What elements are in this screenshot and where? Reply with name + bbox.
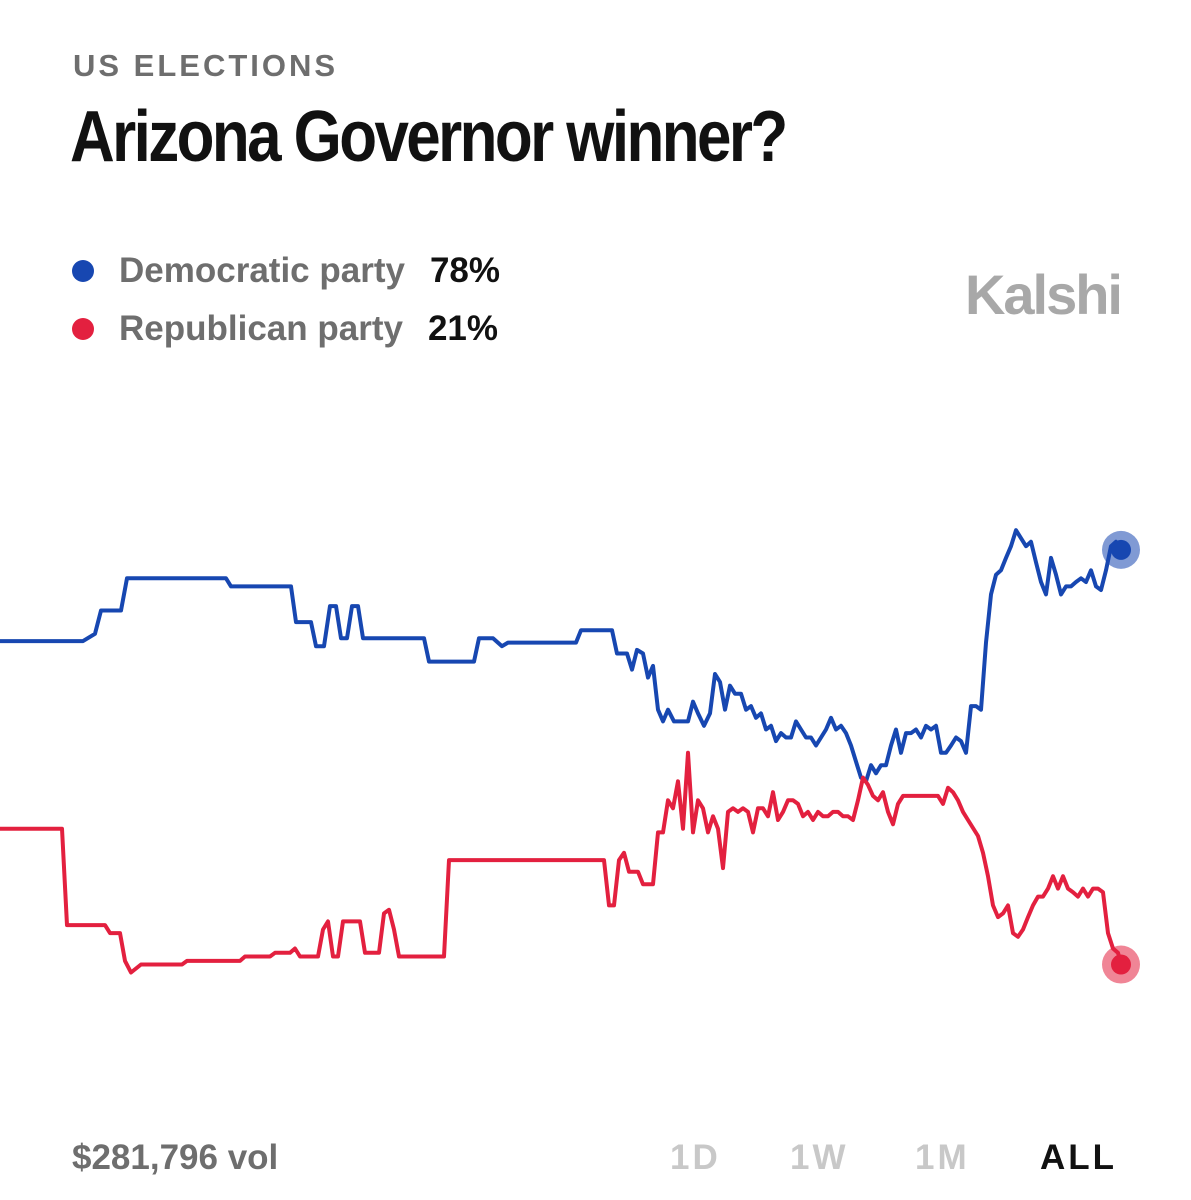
- legend-label-republican: Republican party: [119, 309, 403, 348]
- range-button-1d[interactable]: 1D: [670, 1138, 721, 1177]
- legend-value-democratic: 78%: [429, 251, 501, 290]
- legend-item-democratic: Democratic party 78%: [72, 242, 500, 300]
- range-button-all[interactable]: ALL: [1040, 1138, 1118, 1177]
- volume-label: $281,796 vol: [72, 1138, 279, 1177]
- series-line-democratic: [0, 528, 1123, 784]
- kalshi-logo: Kalshi: [964, 263, 1123, 326]
- chart-legend: Democratic party 78% Republican party 21…: [72, 242, 500, 358]
- legend-item-republican: Republican party 21%: [72, 300, 500, 358]
- legend-value-republican: 21%: [427, 309, 499, 348]
- republican-dot-icon: [72, 318, 94, 340]
- series-layer: [0, 528, 1140, 984]
- legend-label-democratic: Democratic party: [119, 251, 405, 290]
- range-button-1w[interactable]: 1W: [790, 1138, 849, 1177]
- endpoint-dot-democratic: [1111, 539, 1131, 560]
- section-eyebrow: US ELECTIONS: [73, 48, 339, 83]
- page-title: Arizona Governor winner?: [70, 97, 788, 177]
- time-range-selector: 1D 1W 1M ALL: [0, 1138, 1191, 1188]
- endpoint-dot-republican: [1111, 954, 1131, 975]
- range-button-1m[interactable]: 1M: [915, 1138, 970, 1177]
- democratic-dot-icon: [72, 260, 94, 282]
- series-line-republican: [0, 750, 1123, 975]
